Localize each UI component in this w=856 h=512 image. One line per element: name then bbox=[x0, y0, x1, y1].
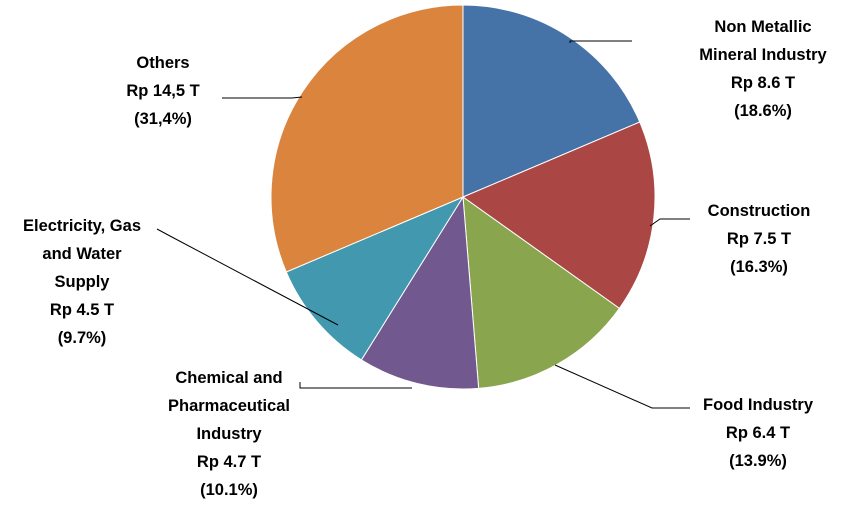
slice-label-line: Industry bbox=[196, 425, 262, 443]
pie-slices bbox=[270, 4, 656, 390]
slice-label-line: (10.1%) bbox=[200, 481, 258, 499]
pie-slice-6 bbox=[270, 4, 464, 273]
slice-label-line: (13.9%) bbox=[729, 452, 787, 470]
slice-label-line: Food Industry bbox=[703, 396, 814, 414]
slice-label-line: Supply bbox=[54, 273, 110, 291]
slice-label-line: (31,4%) bbox=[134, 110, 192, 128]
slice-label-line: Others bbox=[136, 54, 189, 72]
slice-labels: Non Metallic Mineral Industry Rp 8.6 T (18.… bbox=[23, 18, 828, 499]
slice-label-line: Rp 7.5 T bbox=[727, 230, 791, 248]
slice-label-line: Rp 6.4 T bbox=[726, 424, 790, 442]
leader-line-3 bbox=[554, 364, 690, 409]
slice-label-1: Non Metallic Mineral Industry Rp 8.6 T (18.… bbox=[699, 18, 827, 120]
slice-label-line: Rp 14,5 T bbox=[126, 82, 199, 100]
slice-label-2: Construction Rp 7.5 T (16.3%) bbox=[708, 202, 811, 276]
leader-line-1 bbox=[569, 40, 632, 43]
slice-label-line: Non Metallic bbox=[714, 18, 811, 36]
slice-label-line: (9.7%) bbox=[58, 329, 107, 347]
slice-label-5: Electricity, Gas and Water Supply Rp 4.5 T (… bbox=[23, 217, 141, 347]
slice-label-line: Pharmaceutical bbox=[168, 397, 290, 415]
slice-label-6: Others Rp 14,5 T (31,4%) bbox=[126, 54, 199, 128]
slice-label-line: (16.3%) bbox=[730, 258, 788, 276]
slice-label-line: Electricity, Gas bbox=[23, 217, 141, 235]
pie-slice-2 bbox=[461, 121, 656, 310]
leader-line-5 bbox=[156, 228, 339, 326]
slice-label-line: Rp 8.6 T bbox=[731, 74, 795, 92]
slice-label-line: and Water bbox=[42, 245, 122, 263]
slice-label-line: Mineral Industry bbox=[699, 46, 827, 64]
slice-label-3: Food Industry Rp 6.4 T (13.9%) bbox=[703, 396, 814, 470]
slice-label-line: Rp 4.5 T bbox=[50, 301, 114, 319]
pie-slice-1 bbox=[462, 4, 641, 198]
leader-line-2 bbox=[649, 218, 690, 227]
slice-label-line: (18.6%) bbox=[734, 102, 792, 120]
slice-label-line: Rp 4.7 T bbox=[197, 453, 261, 471]
pie-slice-4 bbox=[360, 195, 480, 390]
leader-line-6 bbox=[222, 96, 303, 99]
slice-label-line: Chemical and bbox=[175, 369, 282, 387]
leader-line-4 bbox=[299, 382, 412, 389]
slice-label-4: Chemical and Pharmaceutical Industry Rp 4.7… bbox=[168, 369, 290, 499]
pie-slice-3 bbox=[462, 195, 621, 389]
pie-slice-5 bbox=[285, 195, 465, 361]
slice-label-line: Construction bbox=[708, 202, 811, 220]
leader-lines bbox=[156, 40, 690, 409]
